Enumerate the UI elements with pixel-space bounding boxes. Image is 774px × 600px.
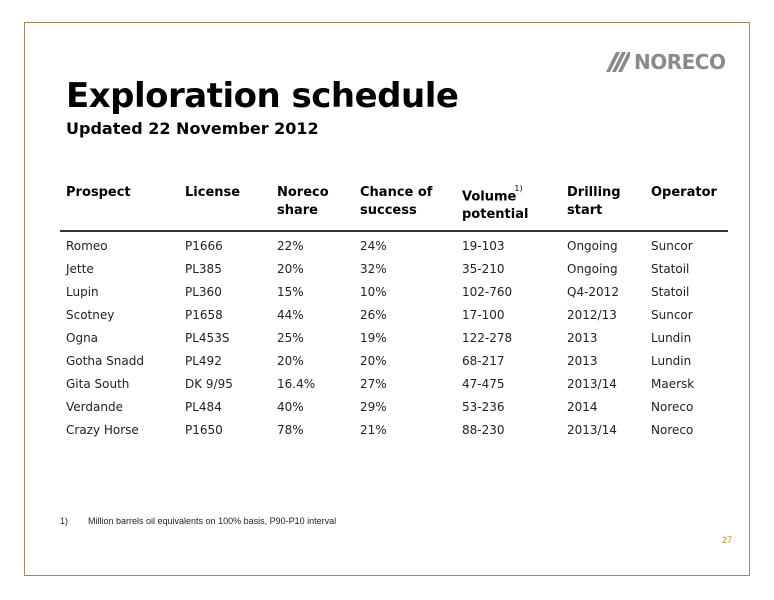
page-title: Exploration schedule [66, 76, 459, 116]
cell-drilling: 2013 [567, 331, 598, 346]
cell-prospect: Gita South [66, 377, 130, 392]
cell-chance: 20% [360, 354, 387, 369]
cell-drilling: 2013/14 [567, 377, 617, 392]
cell-prospect: Romeo [66, 239, 108, 254]
cell-share: 25% [277, 331, 304, 346]
cell-volume: 68-217 [462, 354, 505, 369]
cell-share: 20% [277, 354, 304, 369]
table-row: Lupin PL360 15% 10% 102-760 Q4-2012 Statoil [60, 281, 728, 304]
cell-share: 20% [277, 262, 304, 277]
cell-volume: 19-103 [462, 239, 505, 254]
cell-drilling: Q4-2012 [567, 285, 619, 300]
cell-chance: 26% [360, 308, 387, 323]
cell-operator: Statoil [651, 285, 690, 300]
table-row: Verdande PL484 40% 29% 53-236 2014 Noreco [60, 396, 728, 419]
cell-license: PL360 [185, 285, 222, 300]
header-license: License [179, 184, 271, 233]
cell-operator: Lundin [651, 331, 692, 346]
cell-license: P1650 [185, 423, 223, 438]
footnote-marker: 1) [514, 184, 523, 193]
cell-operator: Suncor [651, 308, 693, 323]
cell-prospect: Lupin [66, 285, 99, 300]
cell-drilling: 2013/14 [567, 423, 617, 438]
cell-operator: Statoil [651, 262, 690, 277]
cell-volume: 47-475 [462, 377, 505, 392]
cell-prospect: Jette [66, 262, 94, 277]
cell-volume: 53-236 [462, 400, 505, 415]
cell-operator: Lundin [651, 354, 692, 369]
cell-license: PL453S [185, 331, 230, 346]
cell-drilling: 2012/13 [567, 308, 617, 323]
header-volume: Volume1) potential [456, 184, 561, 233]
footnote-text: Million barrels oil equivalents on 100% … [88, 516, 337, 526]
header-chance: Chance of success [354, 184, 456, 233]
cell-operator: Noreco [651, 423, 694, 438]
cell-drilling: 2014 [567, 400, 598, 415]
cell-volume: 35-210 [462, 262, 505, 277]
table-row: Ogna PL453S 25% 19% 122-278 2013 Lundin [60, 327, 728, 350]
footnote: 1) Million barrels oil equivalents on 100… [60, 516, 336, 526]
cell-share: 78% [277, 423, 304, 438]
cell-operator: Suncor [651, 239, 693, 254]
cell-chance: 21% [360, 423, 387, 438]
cell-drilling: 2013 [567, 354, 598, 369]
table-row: Romeo P1666 22% 24% 19-103 Ongoing Suncor [60, 231, 728, 258]
table-row: Scotney P1658 44% 26% 17-100 2012/13 Suncor [60, 304, 728, 327]
header-operator: Operator [645, 184, 728, 233]
cell-share: 22% [277, 239, 304, 254]
cell-prospect: Scotney [66, 308, 115, 323]
cell-volume: 102-760 [462, 285, 513, 300]
cell-share: 15% [277, 285, 304, 300]
table-header-row: Prospect License Noreco share Chance of su… [60, 184, 728, 233]
table-row: Jette PL385 20% 32% 35-210 Ongoing Statoil [60, 258, 728, 281]
cell-chance: 10% [360, 285, 387, 300]
cell-license: PL385 [185, 262, 222, 277]
cell-license: DK 9/95 [185, 377, 233, 392]
page-number: 27 [722, 535, 733, 545]
cell-share: 44% [277, 308, 304, 323]
brand-name: NORECO [634, 50, 726, 74]
cell-chance: 29% [360, 400, 387, 415]
cell-prospect: Crazy Horse [66, 423, 139, 438]
cell-operator: Maersk [651, 377, 695, 392]
cell-prospect: Gotha Snadd [66, 354, 144, 369]
header-drilling: Drilling start [561, 184, 645, 233]
footnote-number: 1) [60, 516, 69, 526]
cell-chance: 32% [360, 262, 387, 277]
cell-chance: 19% [360, 331, 387, 346]
cell-share: 40% [277, 400, 304, 415]
cell-volume: 88-230 [462, 423, 505, 438]
cell-license: P1658 [185, 308, 223, 323]
cell-volume: 122-278 [462, 331, 513, 346]
slide-frame [24, 22, 750, 576]
cell-drilling: Ongoing [567, 239, 618, 254]
cell-share: 16.4% [277, 377, 316, 392]
cell-license: PL492 [185, 354, 222, 369]
exploration-table: Prospect License Noreco share Chance of su… [60, 184, 728, 442]
cell-drilling: Ongoing [567, 262, 618, 277]
cell-prospect: Ogna [66, 331, 99, 346]
table-row: Gotha Snadd PL492 20% 20% 68-217 2013 Lundin [60, 350, 728, 373]
cell-chance: 27% [360, 377, 387, 392]
cell-chance: 24% [360, 239, 387, 254]
brand-logo: NORECO [606, 50, 726, 74]
header-prospect: Prospect [60, 184, 179, 233]
cell-prospect: Verdande [66, 400, 123, 415]
table-row: Gita South DK 9/95 16.4% 27% 47-475 2013/14 Ma… [60, 373, 728, 396]
table-row: Crazy Horse P1650 78% 21% 88-230 2013/14 Norec… [60, 419, 728, 442]
cell-license: PL484 [185, 400, 222, 415]
cell-operator: Noreco [651, 400, 694, 415]
cell-volume: 17-100 [462, 308, 505, 323]
header-share: Noreco share [271, 184, 354, 233]
noreco-stripes-icon [606, 52, 630, 72]
page-subtitle: Updated 22 November 2012 [66, 119, 319, 138]
cell-license: P1666 [185, 239, 223, 254]
